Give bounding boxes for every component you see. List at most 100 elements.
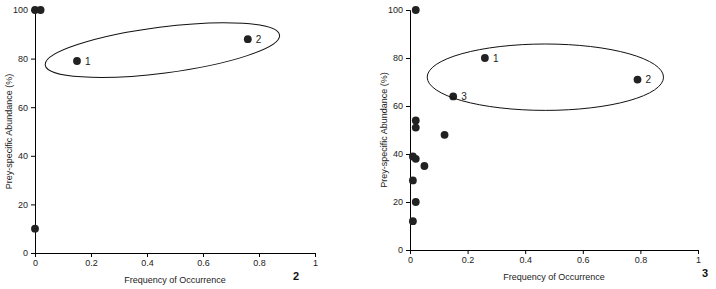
tick-label: 0 [408, 255, 413, 265]
y-axis-title: Prey-specific Abundance (%) [379, 72, 389, 188]
point [409, 176, 417, 184]
point [441, 131, 449, 139]
tick-mark [31, 107, 35, 108]
panel-label: 2 [293, 270, 299, 282]
tick-label: 0.6 [577, 255, 590, 265]
point-label: 2 [646, 74, 652, 85]
point-labels: 123 [461, 53, 651, 102]
tick-mark [91, 253, 92, 257]
y-tick: 40 [393, 149, 410, 159]
tick-label: 80 [393, 53, 403, 63]
tick-mark [583, 250, 584, 254]
tick-label: 1 [696, 255, 701, 265]
tick-mark [315, 253, 316, 257]
x-axis-title: Frequency of Occurrence [124, 275, 226, 285]
y-tick: 40 [18, 151, 35, 161]
tick-label: 0.2 [85, 258, 98, 268]
tick-label: 0.4 [141, 258, 154, 268]
tick-label: 0.2 [462, 255, 475, 265]
y-tick: 0 [398, 245, 410, 255]
tick-label: 0 [33, 258, 38, 268]
x-tick: 0.2 [85, 253, 98, 268]
x-tick: 0 [33, 253, 38, 268]
point [634, 76, 642, 84]
y-axis: 0 20 40 60 80 100 [13, 5, 36, 258]
point-label: 1 [493, 53, 499, 64]
point-label: 2 [256, 34, 262, 45]
tick-label: 20 [18, 200, 28, 210]
tick-mark [259, 253, 260, 257]
tick-mark [147, 253, 148, 257]
points [31, 6, 252, 233]
tick-mark [698, 250, 699, 254]
axis-line [31, 11, 36, 254]
y-tick: 80 [18, 54, 35, 64]
x-tick: 1 [696, 250, 701, 265]
x-tick: 0.2 [462, 250, 475, 265]
chart-panel: 0 0.2 0.4 0.6 0.8 1 0 20 40 60 80 100 Frequency of O… [379, 5, 701, 282]
tick-mark [406, 10, 410, 11]
tick-mark [31, 59, 35, 60]
y-tick: 60 [393, 101, 410, 111]
x-tick: 1 [313, 253, 318, 268]
chart-panel: 0 0.2 0.4 0.6 0.8 1 0 20 40 60 80 100 Frequency of O… [4, 5, 318, 285]
point [73, 57, 81, 65]
tick-mark [406, 202, 410, 203]
figure: 00.20.40.60.81020406080100Frequency of O… [0, 0, 716, 289]
x-tick: 0.8 [253, 253, 266, 268]
tick-label: 0.8 [253, 258, 266, 268]
tick-label: 40 [393, 149, 403, 159]
tick-mark [640, 250, 641, 254]
tick-label: 0 [23, 248, 28, 258]
y-axis-title: Prey-specific Abundance (%) [4, 74, 14, 190]
tick-mark [406, 58, 410, 59]
x-tick: 0.6 [577, 250, 590, 265]
tick-mark [31, 156, 35, 157]
y-tick: 100 [388, 5, 410, 15]
tick-mark [406, 106, 410, 107]
point-label: 1 [85, 56, 91, 67]
y-tick: 20 [393, 197, 410, 207]
x-axis: 0 0.2 0.4 0.6 0.8 1 [33, 253, 318, 268]
tick-mark [31, 204, 35, 205]
point [420, 162, 428, 170]
tick-label: 60 [393, 101, 403, 111]
tick-label: 80 [18, 54, 28, 64]
point [412, 116, 420, 124]
point-labels: 12 [85, 34, 262, 67]
point [409, 217, 417, 225]
x-tick: 0 [408, 250, 413, 265]
tick-label: 100 [388, 5, 403, 15]
x-axis-title: Frequency of Occurrence [503, 272, 605, 282]
point [412, 155, 420, 163]
tick-label: 20 [393, 197, 403, 207]
x-tick: 0.8 [635, 250, 648, 265]
tick-mark [203, 253, 204, 257]
point [412, 6, 420, 14]
tick-label: 0.6 [197, 258, 210, 268]
point [481, 54, 489, 62]
x-tick: 0.4 [519, 250, 532, 265]
point [244, 35, 252, 43]
y-tick: 20 [18, 200, 35, 210]
point [412, 198, 420, 206]
y-tick: 0 [23, 248, 35, 258]
tick-label: 100 [13, 5, 28, 15]
y-axis: 0 20 40 60 80 100 [388, 5, 411, 255]
x-tick: 0.6 [197, 253, 210, 268]
tick-label: 60 [18, 103, 28, 113]
tick-label: 0 [398, 245, 403, 255]
point [31, 225, 39, 233]
tick-mark [31, 253, 35, 254]
point [37, 6, 45, 14]
axis-line [36, 254, 316, 258]
point [412, 124, 420, 132]
group-ellipse [42, 12, 282, 88]
panel-label: 3 [702, 267, 708, 279]
tick-label: 1 [313, 258, 318, 268]
x-tick: 0.4 [141, 253, 154, 268]
axis-line [406, 11, 411, 251]
tick-mark [406, 250, 410, 251]
tick-label: 0.4 [519, 255, 532, 265]
y-tick: 80 [393, 53, 410, 63]
